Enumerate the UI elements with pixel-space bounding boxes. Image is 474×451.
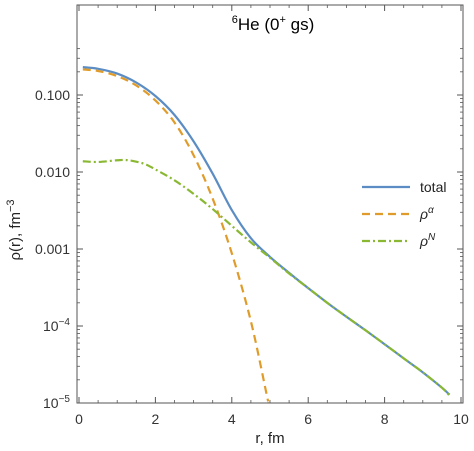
x-tick-label: 10 [453,411,469,427]
legend-label-rho-alpha: ρα [419,205,434,222]
x-axis-label: r, fm [255,430,284,447]
x-tick-label: 2 [152,411,160,427]
series-line-rho-alpha [82,68,270,403]
x-tick-label: 8 [381,411,389,427]
y-tick-label: 0.010 [35,164,70,180]
legend-label-total: total [420,179,446,195]
y-tick-label: 10−4 [43,317,70,334]
x-tick-label: 0 [75,411,83,427]
x-tick-label: 4 [228,411,236,427]
y-axis-label: ρ(r), fm−3 [5,199,24,260]
y-tick-label: 0.001 [35,241,70,257]
series-layer [82,66,451,403]
chart-title: 6He (0+ gs) [232,14,314,34]
y-tick-label: 10−5 [43,394,70,411]
series-line-rho-n [82,158,451,397]
legend-label-rho-n: ρN [419,232,436,249]
x-tick-label: 6 [304,411,312,427]
axes-layer: 0 2 4 6 8 10 0.100 0.010 0.001 10−4 10−5 [35,4,469,427]
legend: total ρα ρN [362,179,446,249]
y-tick-label: 0.100 [35,87,70,103]
